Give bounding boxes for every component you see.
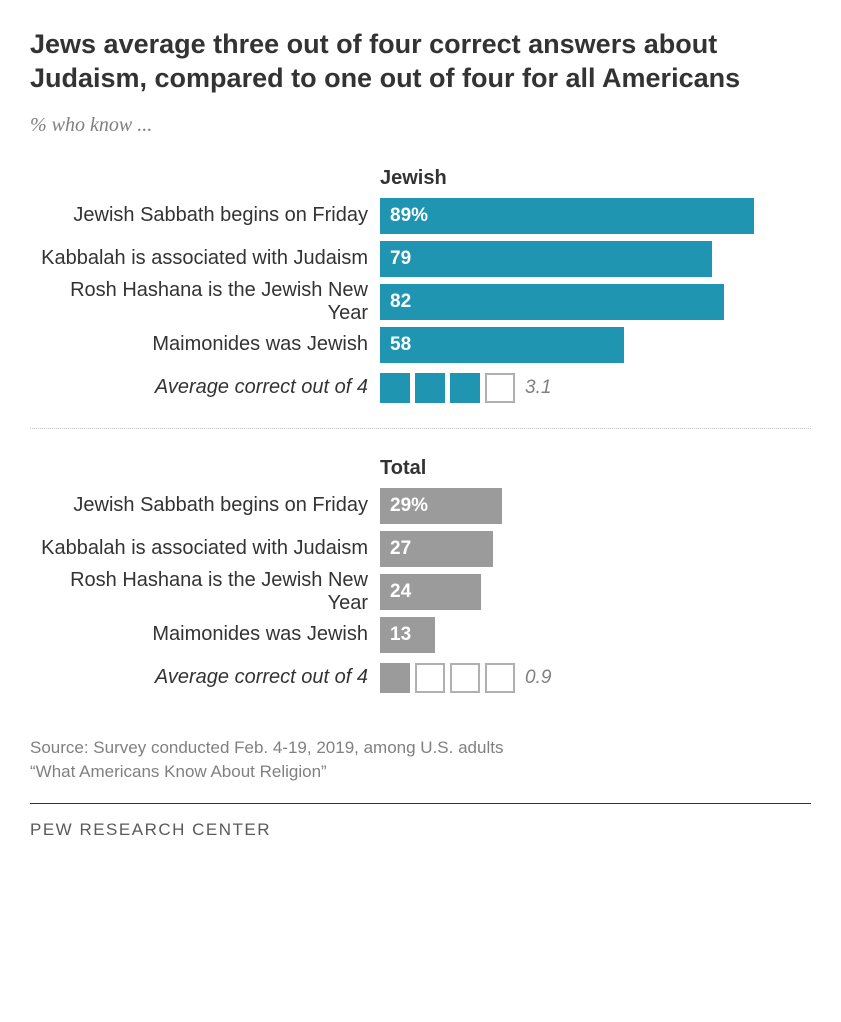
bar-label: Jewish Sabbath begins on Friday xyxy=(30,204,380,227)
org-name: PEW RESEARCH CENTER xyxy=(30,818,811,843)
bar: 24 xyxy=(380,574,481,610)
bar: 27 xyxy=(380,531,493,567)
average-boxes xyxy=(380,663,515,693)
bar-label: Rosh Hashana is the Jewish New Year xyxy=(30,569,380,615)
box-empty-icon xyxy=(415,663,445,693)
chart-subtitle: % who know ... xyxy=(30,114,811,137)
bar: 13 xyxy=(380,617,435,653)
average-label: Average correct out of 4 xyxy=(30,376,380,399)
bar-row: Rosh Hashana is the Jewish New Year82 xyxy=(30,284,811,320)
bar-label: Kabbalah is associated with Judaism xyxy=(30,537,380,560)
box-filled-icon xyxy=(450,373,480,403)
bar: 79 xyxy=(380,241,712,277)
bar: 58 xyxy=(380,327,624,363)
bar-row: Kabbalah is associated with Judaism79 xyxy=(30,241,811,277)
bar: 29% xyxy=(380,488,502,524)
average-boxes-wrap: 3.1 xyxy=(380,373,811,403)
bar: 82 xyxy=(380,284,724,320)
chart-title: Jews average three out of four correct a… xyxy=(30,28,811,96)
report-line: “What Americans Know About Religion” xyxy=(30,760,811,785)
average-row: Average correct out of 4 0.9 xyxy=(30,660,811,696)
group-label: Jewish xyxy=(380,167,811,190)
group-divider xyxy=(30,428,811,429)
average-value: 0.9 xyxy=(525,667,551,689)
bar-row: Maimonides was Jewish58 xyxy=(30,327,811,363)
bar-wrap: 29% xyxy=(380,488,811,524)
bar-row: Rosh Hashana is the Jewish New Year24 xyxy=(30,574,811,610)
bar-wrap: 27 xyxy=(380,531,811,567)
chart-group: TotalJewish Sabbath begins on Friday29%K… xyxy=(30,457,811,696)
box-empty-icon xyxy=(485,663,515,693)
footer-rule xyxy=(30,803,811,804)
bar-row: Jewish Sabbath begins on Friday29% xyxy=(30,488,811,524)
bar-wrap: 89% xyxy=(380,198,811,234)
source-line: Source: Survey conducted Feb. 4-19, 2019… xyxy=(30,736,811,761)
bar-wrap: 82 xyxy=(380,284,811,320)
chart-area: JewishJewish Sabbath begins on Friday89%… xyxy=(30,167,811,696)
bar: 89% xyxy=(380,198,754,234)
average-label: Average correct out of 4 xyxy=(30,666,380,689)
box-filled-icon xyxy=(380,663,410,693)
bar-label: Maimonides was Jewish xyxy=(30,623,380,646)
average-boxes xyxy=(380,373,515,403)
bar-label: Kabbalah is associated with Judaism xyxy=(30,247,380,270)
average-boxes-wrap: 0.9 xyxy=(380,663,811,693)
bar-wrap: 13 xyxy=(380,617,811,653)
box-filled-icon xyxy=(415,373,445,403)
average-row: Average correct out of 4 3.1 xyxy=(30,370,811,406)
bar-row: Kabbalah is associated with Judaism27 xyxy=(30,531,811,567)
bar-row: Jewish Sabbath begins on Friday89% xyxy=(30,198,811,234)
bar-label: Rosh Hashana is the Jewish New Year xyxy=(30,279,380,325)
bar-label: Maimonides was Jewish xyxy=(30,333,380,356)
bar-wrap: 24 xyxy=(380,574,811,610)
bar-wrap: 58 xyxy=(380,327,811,363)
average-value: 3.1 xyxy=(525,377,551,399)
chart-footer: Source: Survey conducted Feb. 4-19, 2019… xyxy=(30,736,811,843)
box-filled-icon xyxy=(380,373,410,403)
bar-wrap: 79 xyxy=(380,241,811,277)
bar-row: Maimonides was Jewish13 xyxy=(30,617,811,653)
bar-label: Jewish Sabbath begins on Friday xyxy=(30,494,380,517)
box-empty-icon xyxy=(450,663,480,693)
group-label: Total xyxy=(380,457,811,480)
box-empty-icon xyxy=(485,373,515,403)
chart-group: JewishJewish Sabbath begins on Friday89%… xyxy=(30,167,811,406)
